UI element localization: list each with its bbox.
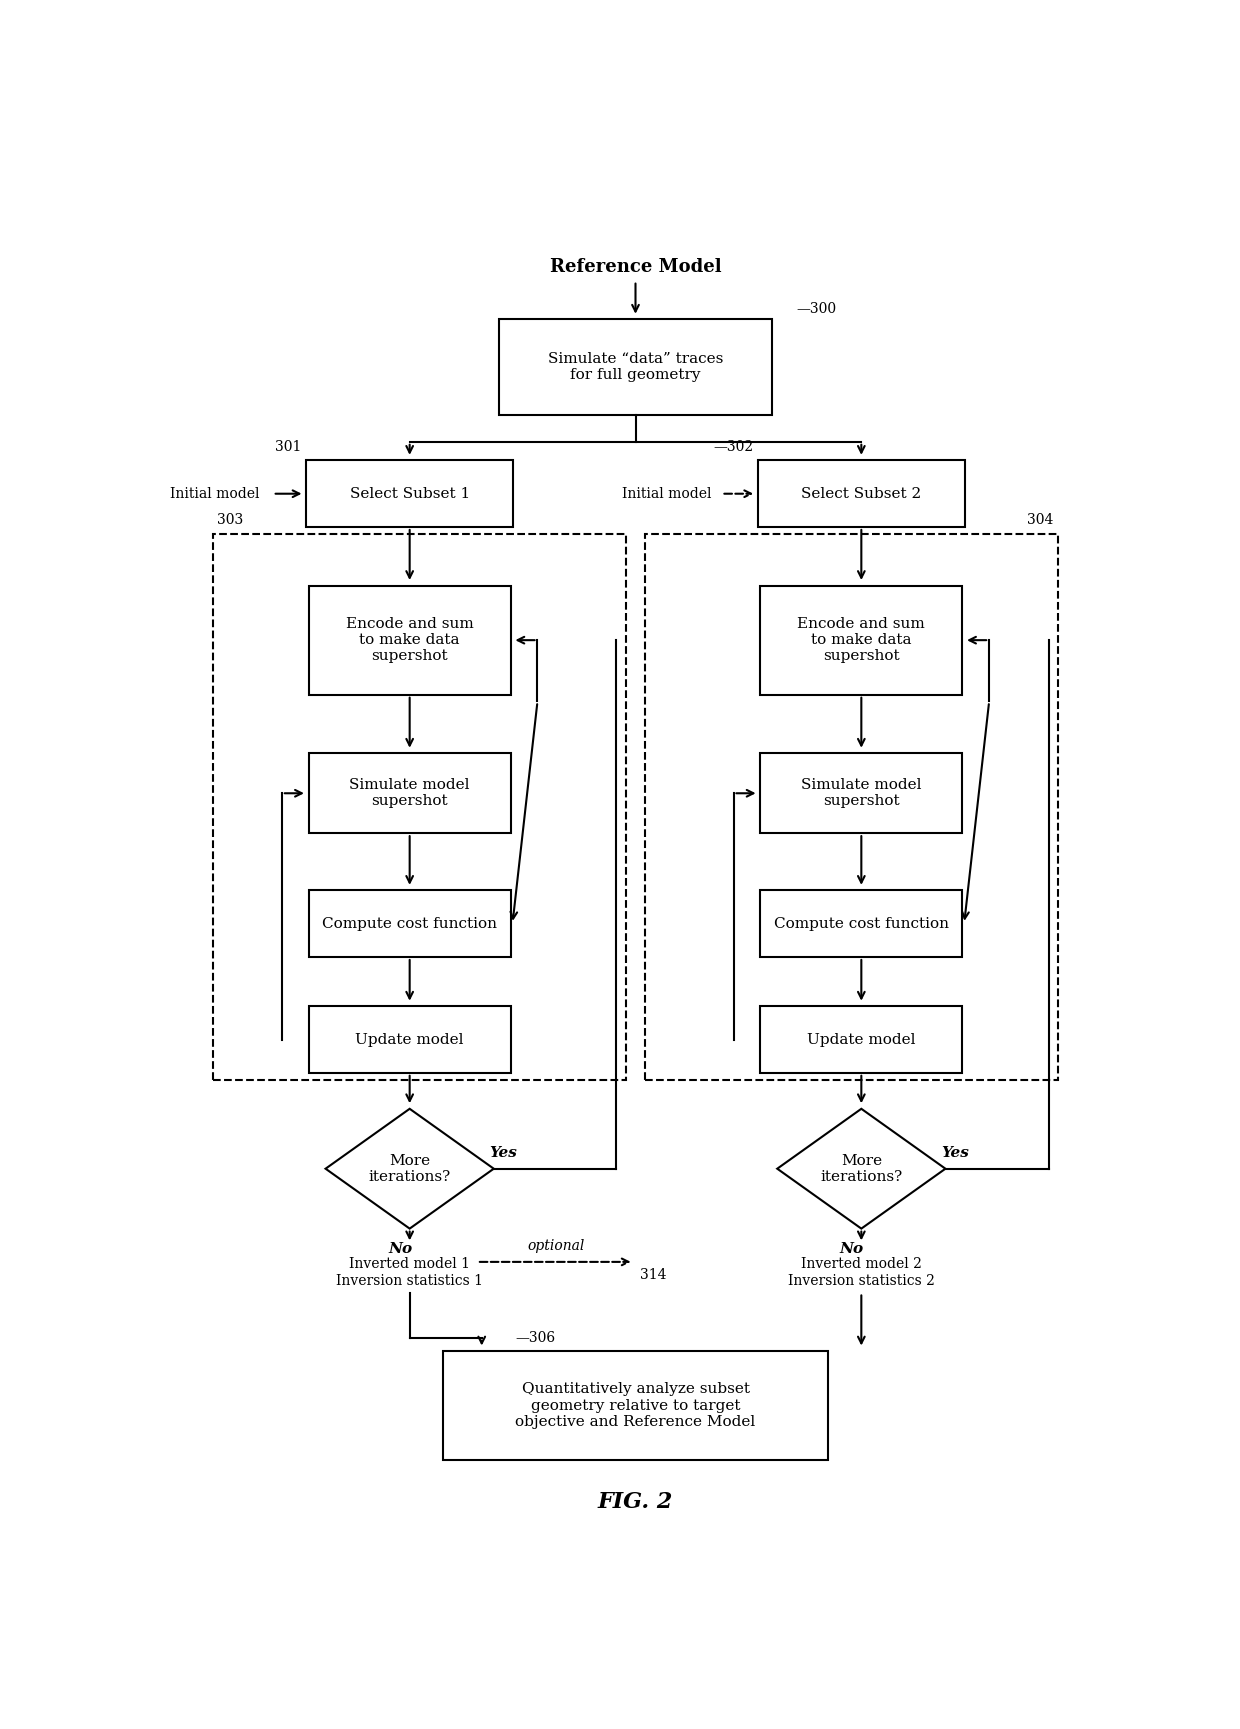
Bar [498, 320, 773, 415]
Text: Inverted model 1
Inversion statistics 1: Inverted model 1 Inversion statistics 1 [336, 1257, 484, 1288]
Bar [309, 754, 511, 833]
Text: optional: optional [527, 1240, 585, 1254]
Polygon shape [326, 1108, 494, 1229]
Text: No: No [388, 1241, 412, 1255]
Bar [758, 460, 965, 527]
Bar [645, 534, 1058, 1079]
Bar [309, 1006, 511, 1072]
Text: —300: —300 [796, 301, 837, 316]
Text: Select Subset 1: Select Subset 1 [350, 488, 470, 501]
Polygon shape [777, 1108, 945, 1229]
Text: Encode and sum
to make data
supershot: Encode and sum to make data supershot [346, 617, 474, 664]
Bar [760, 1006, 962, 1072]
Text: Update model: Update model [807, 1032, 915, 1046]
Text: Compute cost function: Compute cost function [774, 916, 949, 930]
Bar [760, 890, 962, 958]
Bar [309, 890, 511, 958]
Text: Simulate “data” traces
for full geometry: Simulate “data” traces for full geometry [548, 353, 723, 382]
Bar [213, 534, 626, 1079]
Text: —306: —306 [516, 1331, 556, 1345]
Text: Simulate model
supershot: Simulate model supershot [350, 778, 470, 809]
Text: Compute cost function: Compute cost function [322, 916, 497, 930]
Text: 303: 303 [217, 514, 244, 527]
Text: Select Subset 2: Select Subset 2 [801, 488, 921, 501]
Text: Simulate model
supershot: Simulate model supershot [801, 778, 921, 809]
Bar [309, 586, 511, 695]
Text: Initial model: Initial model [170, 488, 260, 501]
Bar [306, 460, 513, 527]
Text: 304: 304 [1027, 514, 1054, 527]
Text: 314: 314 [640, 1267, 667, 1283]
Text: Encode and sum
to make data
supershot: Encode and sum to make data supershot [797, 617, 925, 664]
Bar [444, 1350, 828, 1461]
Text: FIG. 2: FIG. 2 [598, 1490, 673, 1513]
Text: No: No [839, 1241, 864, 1255]
Text: Inverted model 2
Inversion statistics 2: Inverted model 2 Inversion statistics 2 [787, 1257, 935, 1288]
Bar [760, 586, 962, 695]
Text: —302: —302 [713, 441, 753, 455]
Bar [760, 754, 962, 833]
Text: More
iterations?: More iterations? [820, 1153, 903, 1184]
Text: 301: 301 [275, 441, 301, 455]
Text: Quantitatively analyze subset
geometry relative to target
objective and Referenc: Quantitatively analyze subset geometry r… [516, 1383, 755, 1428]
Text: More
iterations?: More iterations? [368, 1153, 451, 1184]
Text: Update model: Update model [356, 1032, 464, 1046]
Text: Reference Model: Reference Model [549, 258, 722, 277]
Text: Yes: Yes [941, 1146, 968, 1160]
Text: Yes: Yes [490, 1146, 517, 1160]
Text: Initial model: Initial model [622, 488, 712, 501]
